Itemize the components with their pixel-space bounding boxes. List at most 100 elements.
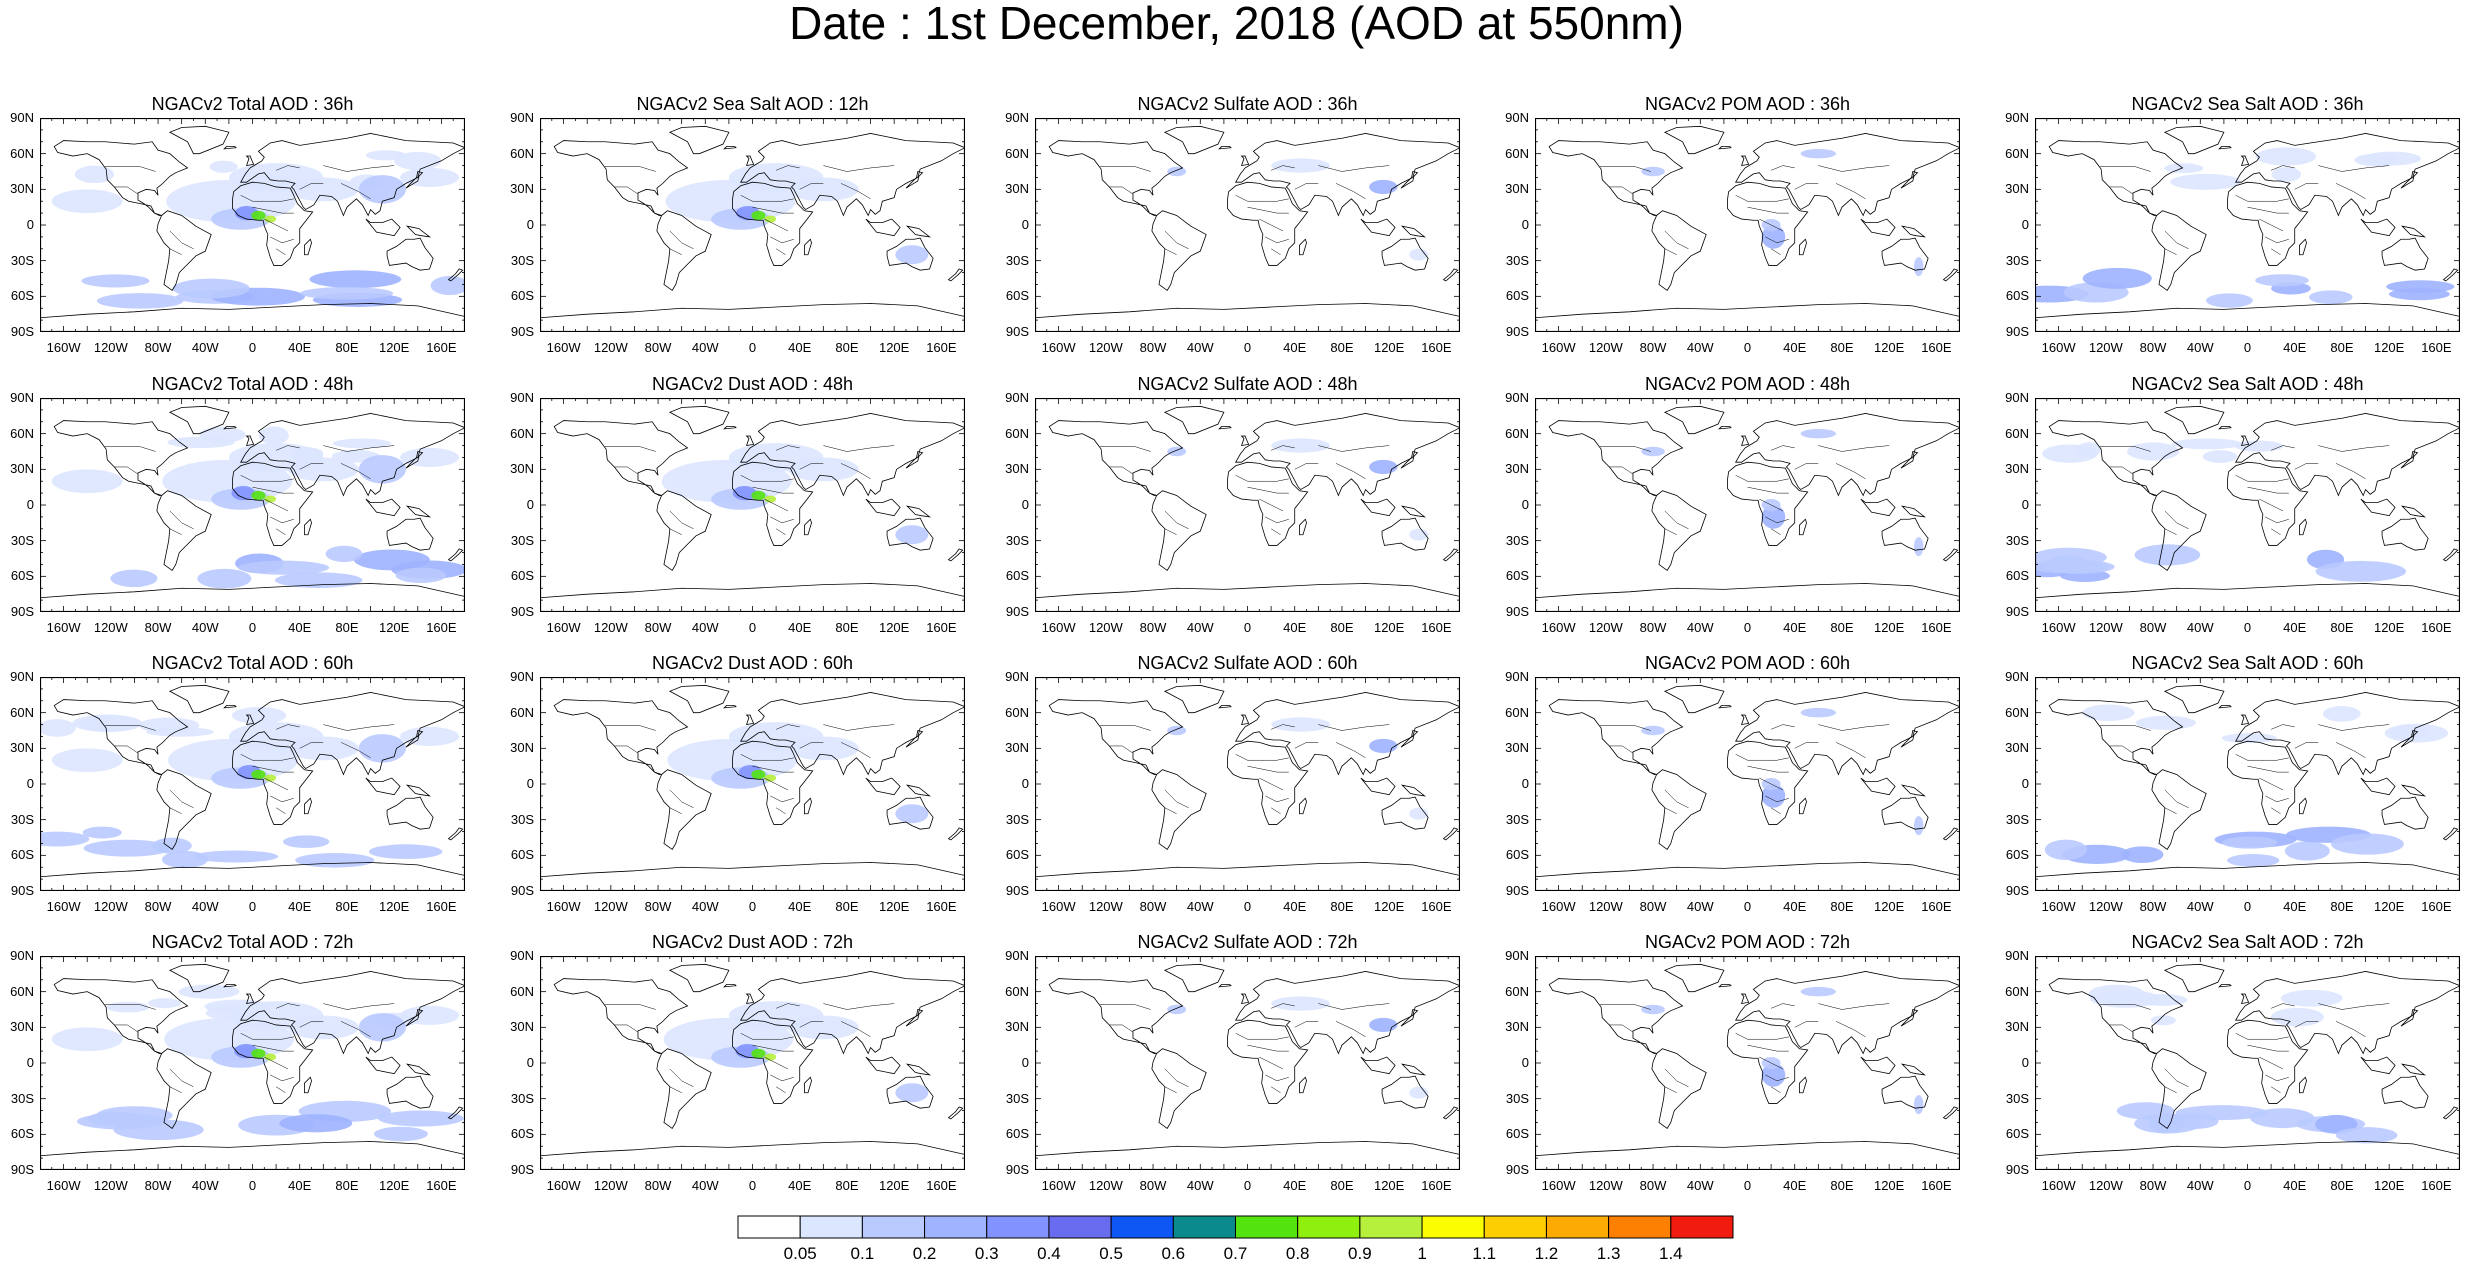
coastline [2442, 268, 2459, 282]
country-border [252, 765, 294, 773]
map-frame [1035, 677, 1460, 891]
lat-tick-label: 60S [2005, 568, 2029, 584]
aerosol-map [40, 956, 465, 1170]
aod-patch [1800, 707, 1837, 718]
coastline [240, 971, 465, 1055]
country-border [752, 206, 794, 214]
lat-tick-label: 30S [10, 1090, 34, 1106]
coastline [1400, 505, 1427, 518]
country-border [323, 165, 395, 172]
coastline [386, 1075, 434, 1109]
country-border [340, 1021, 371, 1038]
lon-tick-label: 160W [546, 1178, 581, 1193]
colorbar-label: 0.9 [1348, 1244, 1372, 1263]
aod-patch [2234, 440, 2284, 452]
lon-tick-label: 120W [1088, 620, 1123, 635]
country-border [2099, 446, 2151, 452]
country-border [669, 510, 694, 530]
lon-tick-label: 160W [2041, 340, 2076, 355]
country-border [323, 445, 395, 452]
country-border [114, 186, 139, 195]
coastline [947, 268, 964, 282]
country-border [1247, 1044, 1289, 1052]
colorbar-box [799, 1215, 863, 1239]
lat-tick-label: 0 [2021, 497, 2029, 512]
country-border [323, 724, 395, 731]
country-border [1664, 230, 1689, 250]
lon-tick-label: 40W [691, 620, 719, 635]
country-border [2271, 724, 2295, 730]
lat-tick-label: 60N [2005, 145, 2029, 161]
coastline [723, 146, 737, 150]
coastline [1881, 1075, 1929, 1109]
country-border [1735, 475, 1789, 482]
coastline [723, 705, 737, 709]
aod-patch [1913, 1095, 1924, 1115]
aod-patch [264, 495, 277, 503]
coastline [2235, 692, 2460, 776]
country-border [764, 218, 789, 232]
lat-tick-label: 90N [1005, 390, 1029, 405]
lon-tick-label: 40W [2186, 340, 2214, 355]
lon-tick-label: 120W [1088, 340, 1123, 355]
lat-tick-label: 0 [1021, 497, 1029, 512]
country-border [1247, 765, 1289, 773]
country-border [2164, 510, 2189, 530]
country-border [1271, 165, 1295, 171]
lon-tick-label: 160E [2421, 899, 2452, 914]
aod-patch [895, 1083, 929, 1103]
coastline [947, 1106, 964, 1120]
coastline [2360, 498, 2396, 517]
colorbar-label: 0.7 [1223, 1244, 1248, 1263]
lon-tick-label: 160E [926, 1178, 957, 1193]
lat-tick-label: 0 [1021, 776, 1029, 791]
country-border [270, 1074, 294, 1082]
country-border [776, 165, 800, 171]
coastline [1400, 451, 1419, 469]
coastline [2400, 1009, 2419, 1027]
coastline [405, 225, 432, 238]
country-border [276, 445, 300, 451]
country-border [764, 1056, 789, 1070]
lon-tick-label: 0 [2243, 1178, 2252, 1193]
coastline [886, 517, 934, 551]
aerosol-map [1535, 956, 1960, 1170]
aod-patch [251, 1048, 266, 1059]
aerosol-map [1035, 398, 1460, 612]
lon-tick-label: 160E [426, 1178, 457, 1193]
coastline [223, 984, 237, 988]
coastline [886, 1075, 934, 1109]
country-border [2318, 1003, 2390, 1010]
lat-tick-label: 90S [510, 883, 534, 898]
coastline [1735, 133, 1960, 217]
country-border [1270, 1086, 1281, 1093]
coastline [905, 451, 924, 469]
lat-tick-label: 30S [1005, 1090, 1029, 1106]
country-border [2164, 528, 2177, 535]
country-border [1265, 795, 1289, 803]
colorbar-box [1483, 1215, 1547, 1239]
coastline [1881, 796, 1929, 830]
coastline [1548, 699, 1707, 850]
country-border [2099, 1004, 2151, 1010]
aod-patch [1271, 158, 1331, 173]
coastline [2400, 171, 2419, 189]
lon-tick-label: 160W [46, 620, 81, 635]
aod-patch [2256, 147, 2317, 166]
lon-tick-label: 120W [593, 620, 628, 635]
lat-tick-label: 60S [2005, 288, 2029, 304]
coastline [1048, 699, 1207, 850]
lon-tick-label: 120W [593, 1178, 628, 1193]
country-border [1599, 446, 1651, 452]
country-border [2235, 475, 2289, 482]
coastline [553, 420, 712, 571]
coastline [1360, 1056, 1396, 1075]
lon-tick-label: 40E [2283, 899, 2307, 914]
lon-tick-label: 160W [1541, 340, 1576, 355]
country-border [2318, 165, 2390, 172]
country-border [1335, 742, 1366, 759]
coastline [1663, 125, 1725, 155]
colorbar-box [924, 1215, 988, 1239]
coastline [1227, 740, 1309, 825]
aod-patch [1167, 446, 1187, 457]
